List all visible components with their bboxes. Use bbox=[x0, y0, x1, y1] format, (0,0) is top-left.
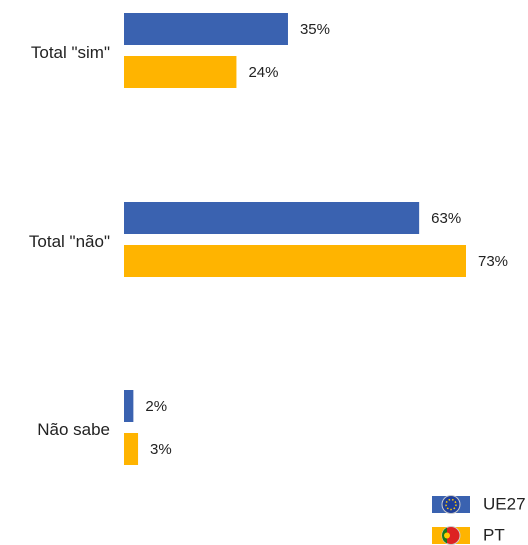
legend-label: UE27 bbox=[483, 494, 526, 513]
value-label: 63% bbox=[431, 210, 461, 227]
bar bbox=[124, 245, 466, 277]
value-label: 3% bbox=[150, 441, 172, 458]
category-label: Não sabe bbox=[37, 420, 110, 439]
category-label: Total "sim" bbox=[31, 43, 110, 62]
category-label: Total "não" bbox=[29, 232, 110, 251]
bar bbox=[124, 433, 139, 465]
legend-flag-emblem bbox=[444, 532, 450, 539]
value-label: 2% bbox=[145, 398, 167, 415]
legend: UE27 PT bbox=[432, 494, 526, 545]
bar bbox=[124, 390, 134, 422]
legend-flag-stars bbox=[445, 498, 457, 511]
value-label: 73% bbox=[478, 253, 508, 270]
legend-flag-icon bbox=[441, 495, 461, 514]
bar bbox=[124, 202, 420, 234]
bar bbox=[124, 13, 288, 45]
bar bbox=[124, 56, 237, 88]
legend-label: PT bbox=[483, 525, 505, 544]
value-label: 35% bbox=[300, 21, 330, 38]
value-label: 24% bbox=[248, 64, 278, 81]
